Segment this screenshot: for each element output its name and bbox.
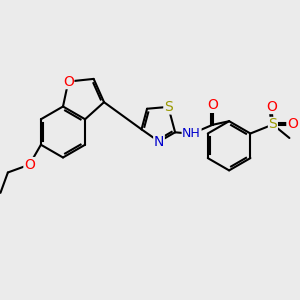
Text: NH: NH — [182, 127, 201, 140]
Text: S: S — [164, 100, 173, 114]
Text: O: O — [266, 100, 277, 113]
Text: O: O — [287, 118, 298, 131]
Text: S: S — [268, 118, 277, 131]
Text: O: O — [63, 75, 74, 88]
Text: N: N — [154, 135, 164, 148]
Text: O: O — [24, 158, 35, 172]
Text: O: O — [207, 98, 218, 112]
